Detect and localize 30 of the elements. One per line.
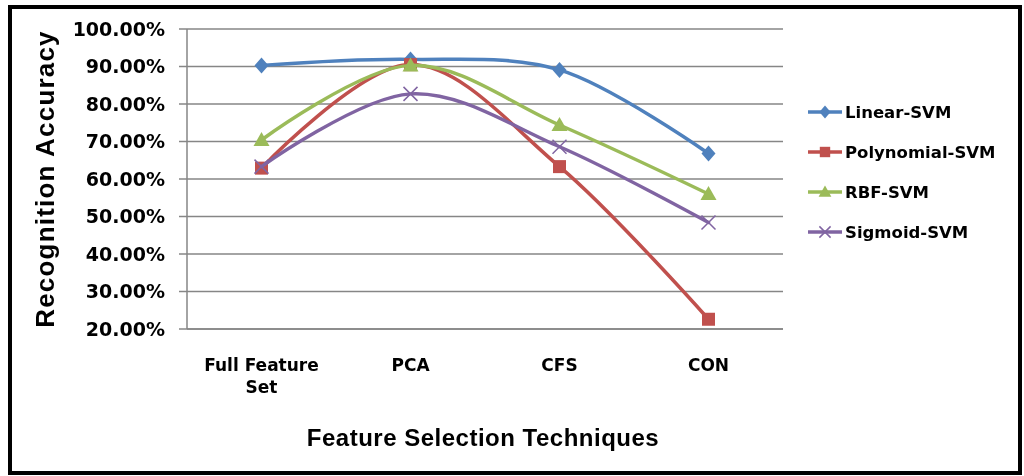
point	[254, 57, 269, 74]
point	[253, 132, 270, 146]
point	[551, 139, 568, 155]
legend-label: Sigmoid-SVM	[845, 222, 969, 242]
y-tick-label: 30.00%	[85, 280, 165, 303]
x-tick-label: PCA	[391, 355, 431, 375]
point	[701, 145, 716, 162]
y-tick-label: 20.00%	[85, 317, 165, 340]
point	[700, 186, 717, 200]
y-tick-label: 60.00%	[85, 167, 165, 190]
y-axis-title: Recognition Accuracy	[30, 30, 60, 328]
x-axis-title: Feature Selection Techniques	[306, 424, 660, 451]
point	[702, 312, 715, 326]
point	[553, 160, 566, 174]
point	[402, 86, 419, 102]
y-tick-label: 80.00%	[85, 92, 165, 115]
point	[552, 61, 567, 78]
x-tick-label: CFS	[541, 355, 578, 375]
point	[551, 117, 568, 131]
y-tick-label: 90.00%	[85, 55, 165, 78]
legend-label: Polynomial-SVM	[845, 142, 996, 162]
y-tick-label: 40.00%	[85, 242, 165, 265]
point	[700, 214, 717, 231]
y-tick-label: 100.00%	[72, 17, 165, 40]
legend-label: Linear-SVM	[845, 102, 952, 122]
y-tick-label: 50.00%	[85, 205, 165, 228]
y-tick-label: 70.00%	[85, 130, 165, 153]
x-tick-label: Full Feature Set	[204, 355, 319, 398]
x-tick-label: CON	[687, 355, 730, 375]
legend-label: RBF-SVM	[845, 182, 929, 202]
